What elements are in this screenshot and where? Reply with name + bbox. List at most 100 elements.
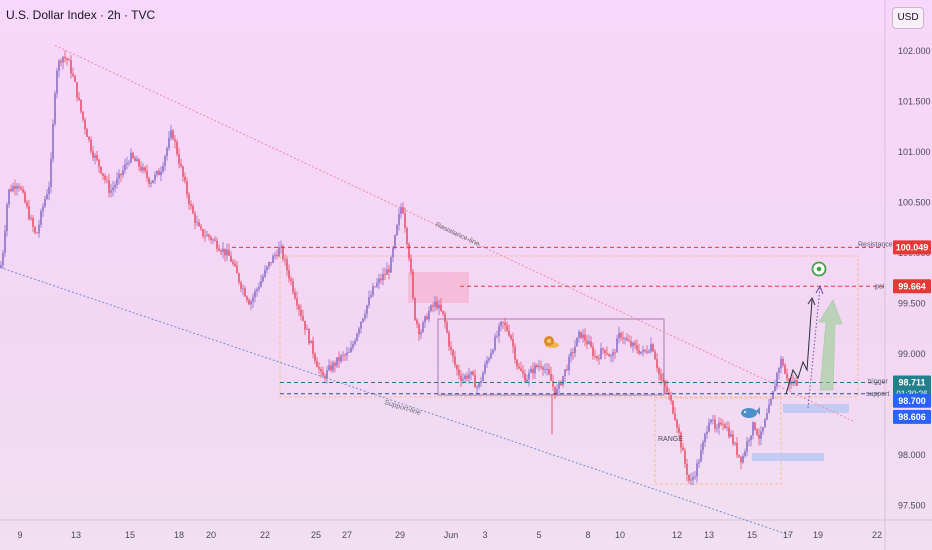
- candle-body: [618, 333, 620, 339]
- candle-body: [480, 381, 482, 384]
- candle-body: [228, 249, 230, 256]
- candle-body: [688, 474, 690, 481]
- candle-body: [324, 375, 326, 379]
- candle-body: [244, 288, 246, 297]
- y-tick-label: 101.500: [898, 96, 931, 106]
- candle-body: [384, 274, 386, 275]
- x-tick-label: 15: [747, 530, 757, 540]
- candle-body: [670, 395, 672, 401]
- candle-body: [88, 136, 90, 140]
- x-tick-label: 13: [704, 530, 714, 540]
- snail-shell-spiral: [547, 339, 551, 343]
- candle-body: [794, 380, 796, 384]
- candle-body: [710, 419, 712, 423]
- candle-body: [418, 323, 420, 335]
- candle-body: [42, 206, 44, 211]
- x-tick-label: 15: [125, 530, 135, 540]
- candle-body: [184, 176, 186, 182]
- candle-body: [156, 170, 158, 175]
- candle-body: [392, 247, 394, 258]
- candle-body: [556, 388, 558, 396]
- candle-body: [708, 422, 710, 432]
- candle-body: [130, 152, 132, 163]
- candle-body: [146, 171, 148, 178]
- candle-body: [202, 229, 204, 236]
- candle-body: [774, 386, 776, 392]
- candle-body: [644, 349, 646, 352]
- candle-body: [306, 329, 308, 330]
- candle-body: [248, 300, 250, 305]
- candle-body: [654, 351, 656, 360]
- target-center: [816, 266, 822, 272]
- candle-body: [110, 190, 112, 193]
- whale-eye: [744, 411, 746, 413]
- candle-body: [208, 234, 210, 238]
- support-line-label: Support-line: [383, 399, 421, 417]
- candle-body: [736, 442, 738, 455]
- x-tick-label: 9: [17, 530, 22, 540]
- candle-body: [250, 301, 252, 305]
- candle-body: [150, 182, 152, 184]
- candle-body: [300, 309, 302, 316]
- candle-body: [428, 310, 430, 320]
- candle-body: [492, 350, 494, 354]
- candle-body: [360, 321, 362, 329]
- candle-body: [280, 246, 282, 248]
- level-lines: [232, 246, 885, 395]
- candle-body: [320, 368, 322, 372]
- candle-body: [540, 366, 542, 368]
- candle-body: [270, 262, 272, 263]
- x-tick-label: 12: [672, 530, 682, 540]
- candle-body: [390, 257, 392, 273]
- candle-body: [754, 422, 756, 430]
- zones: [279, 255, 859, 485]
- candle-body: [314, 353, 316, 361]
- candle-body: [724, 424, 726, 429]
- candle-body: [140, 166, 142, 171]
- candle-body: [394, 235, 396, 248]
- candle-body: [614, 352, 616, 354]
- y-tick-label: 100.500: [898, 197, 931, 207]
- candle-body: [82, 111, 84, 120]
- candle-body: [118, 173, 120, 179]
- candle-body: [686, 463, 688, 475]
- candle-body: [512, 338, 514, 347]
- candle-body: [620, 333, 622, 338]
- candle-body: [542, 367, 544, 370]
- candle-body: [528, 372, 530, 380]
- x-tick-label: 19: [813, 530, 823, 540]
- forecast-dotted-arrow: [807, 287, 821, 409]
- candle-body: [92, 151, 94, 158]
- candle-body: [22, 189, 24, 193]
- candle-body: [748, 440, 750, 442]
- y-tick-label: 102.000: [898, 46, 931, 56]
- candle-body: [738, 454, 740, 457]
- candle-body: [134, 157, 136, 162]
- candle-body: [334, 362, 336, 366]
- candle-body: [486, 360, 488, 365]
- candle-body: [568, 356, 570, 371]
- candle-body: [454, 356, 456, 366]
- candle-body: [274, 254, 276, 256]
- currency-button[interactable]: USD: [892, 7, 924, 29]
- candles: [0, 50, 798, 486]
- candle-body: [674, 413, 676, 420]
- resistance-line-label: Resistance-line: [434, 221, 480, 248]
- candle-body: [138, 159, 140, 167]
- candle-body: [102, 173, 104, 176]
- candle-body: [108, 180, 110, 193]
- candle-body: [582, 334, 584, 339]
- candle-body: [64, 56, 66, 59]
- candle-body: [380, 278, 382, 281]
- candle-body: [276, 254, 278, 257]
- candle-body: [90, 139, 92, 152]
- candle-body: [678, 427, 680, 433]
- candle-body: [430, 305, 432, 311]
- candle-body: [408, 244, 410, 259]
- poi-price-tag-bg: [893, 279, 931, 294]
- candle-body: [490, 353, 492, 359]
- candle-body: [376, 282, 378, 287]
- candle-body: [438, 304, 440, 309]
- candle-body: [720, 422, 722, 425]
